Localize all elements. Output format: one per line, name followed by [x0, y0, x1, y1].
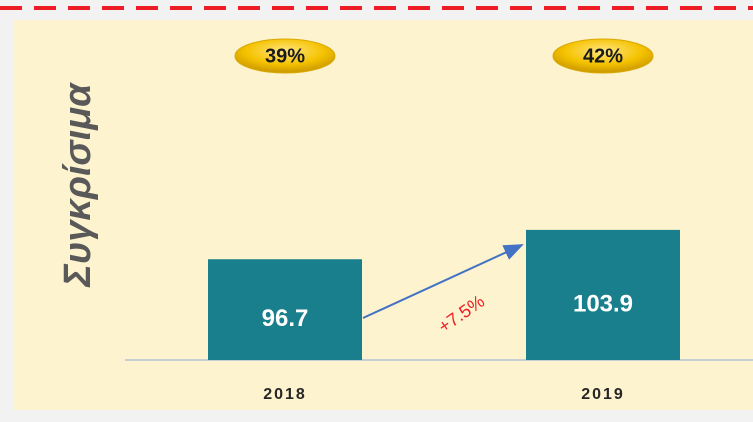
bar [208, 259, 362, 360]
x-tick-label: 2019 [581, 386, 625, 403]
value-label: 96.7 [262, 305, 309, 332]
badge-label: 39% [265, 45, 305, 67]
value-label: 103.9 [573, 290, 633, 317]
arrow [362, 244, 524, 319]
y-axis-label: Συγκρίσιμα [57, 82, 99, 288]
badge [552, 38, 654, 74]
badge [234, 38, 336, 74]
badge-label: 42% [583, 45, 623, 67]
x-tick-label: 2018 [263, 386, 307, 403]
bar [526, 229, 680, 360]
